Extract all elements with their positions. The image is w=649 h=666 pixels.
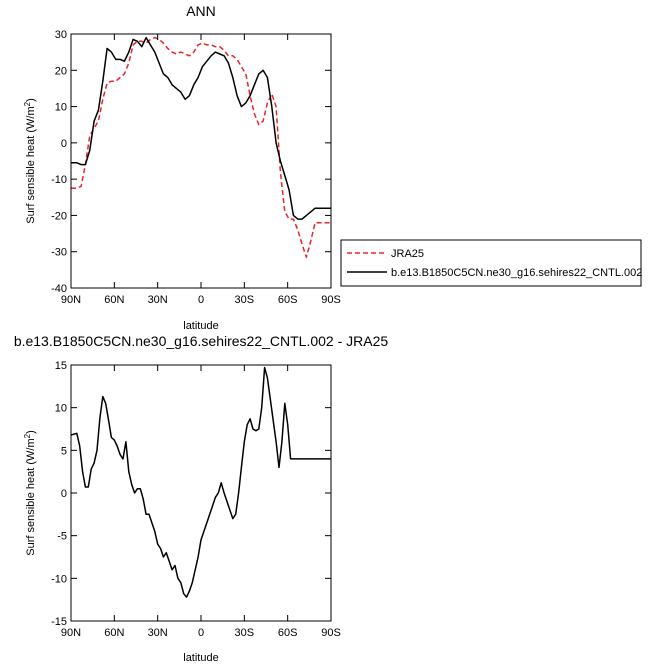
- top-x-tick-label: 90S: [321, 294, 341, 306]
- bottom-chart-title: b.e13.B1850C5CN.ne30_g16.sehires22_CNTL.…: [14, 333, 389, 349]
- top-y-tick-label: 0: [61, 138, 67, 150]
- bottom-series-line-0: [70, 366, 331, 598]
- bottom-y-axis-label: Surf sensible heat (W/m2): [23, 430, 37, 556]
- svg-text:Surf sensible heat (W/m2): Surf sensible heat (W/m2): [23, 98, 37, 224]
- bottom-chart: b.e13.B1850C5CN.ne30_g16.sehires22_CNTL.…: [14, 333, 389, 664]
- bottom-y-ticks: -15 -10 -5 0 5 10 15: [51, 360, 331, 628]
- bottom-y-tick-label: -5: [57, 531, 67, 543]
- top-y-tick-label: -40: [51, 283, 67, 295]
- top-x-ticks: 90N 60N 30N 0 30S 60S 90S: [61, 34, 341, 306]
- legend-label-jra25: JRA25: [391, 248, 424, 260]
- top-x-tick-label: 30N: [148, 294, 168, 306]
- bottom-x-tick-label: 30S: [235, 627, 255, 639]
- bottom-y-tick-label: 15: [55, 360, 67, 372]
- top-chart: ANN Surf sensible heat (W/m2) latitude 9…: [23, 3, 642, 332]
- top-x-tick-label: 60S: [278, 294, 298, 306]
- bottom-series-group: [70, 366, 331, 598]
- legend-box: [340, 239, 642, 287]
- top-series-group: [71, 36, 331, 258]
- top-y-axis-label: Surf sensible heat (W/m2): [23, 98, 37, 224]
- bottom-x-tick-label: 60N: [104, 627, 124, 639]
- bottom-y-tick-label: 0: [61, 488, 67, 500]
- legend-label-model: b.e13.B1850C5CN.ne30_g16.sehires22_CNTL.…: [391, 267, 642, 279]
- bottom-y-tick-label: -15: [51, 616, 67, 628]
- top-x-tick-label: 90N: [61, 294, 81, 306]
- top-series-line-1: [71, 36, 331, 220]
- bottom-y-tick-label: 10: [55, 403, 67, 415]
- bottom-x-tick-label: 90S: [321, 627, 341, 639]
- bottom-x-tick-label: 0: [198, 627, 204, 639]
- legend: JRA25 b.e13.B1850C5CN.ne30_g16.sehires22…: [340, 239, 642, 287]
- bottom-x-tick-label: 90N: [61, 627, 81, 639]
- top-chart-title: ANN: [186, 3, 216, 19]
- top-y-tick-label: -30: [51, 247, 67, 259]
- top-y-tick-label: -10: [51, 174, 67, 186]
- bottom-x-tick-label: 30N: [148, 627, 168, 639]
- top-y-tick-label: -20: [51, 210, 67, 222]
- bottom-x-axis-label: latitude: [183, 652, 218, 664]
- top-x-tick-label: 60N: [104, 294, 124, 306]
- top-x-tick-label: 30S: [235, 294, 255, 306]
- bottom-x-tick-label: 60S: [278, 627, 298, 639]
- top-x-tick-label: 0: [198, 294, 204, 306]
- top-y-tick-label: 30: [55, 29, 67, 41]
- bottom-y-tick-label: -10: [51, 573, 67, 585]
- top-y-tick-label: 10: [55, 102, 67, 114]
- top-x-axis-label: latitude: [183, 320, 218, 332]
- top-y-tick-label: 20: [55, 65, 67, 77]
- svg-text:Surf sensible heat (W/m2): Surf sensible heat (W/m2): [23, 430, 37, 556]
- bottom-y-tick-label: 5: [61, 445, 67, 457]
- bottom-x-ticks: 90N 60N 30N 0 30S 60S 90S: [61, 365, 341, 639]
- top-y-ticks: -40 -30 -20 -10 0 10 20 30: [51, 29, 331, 295]
- bottom-plot-frame: [70, 364, 332, 622]
